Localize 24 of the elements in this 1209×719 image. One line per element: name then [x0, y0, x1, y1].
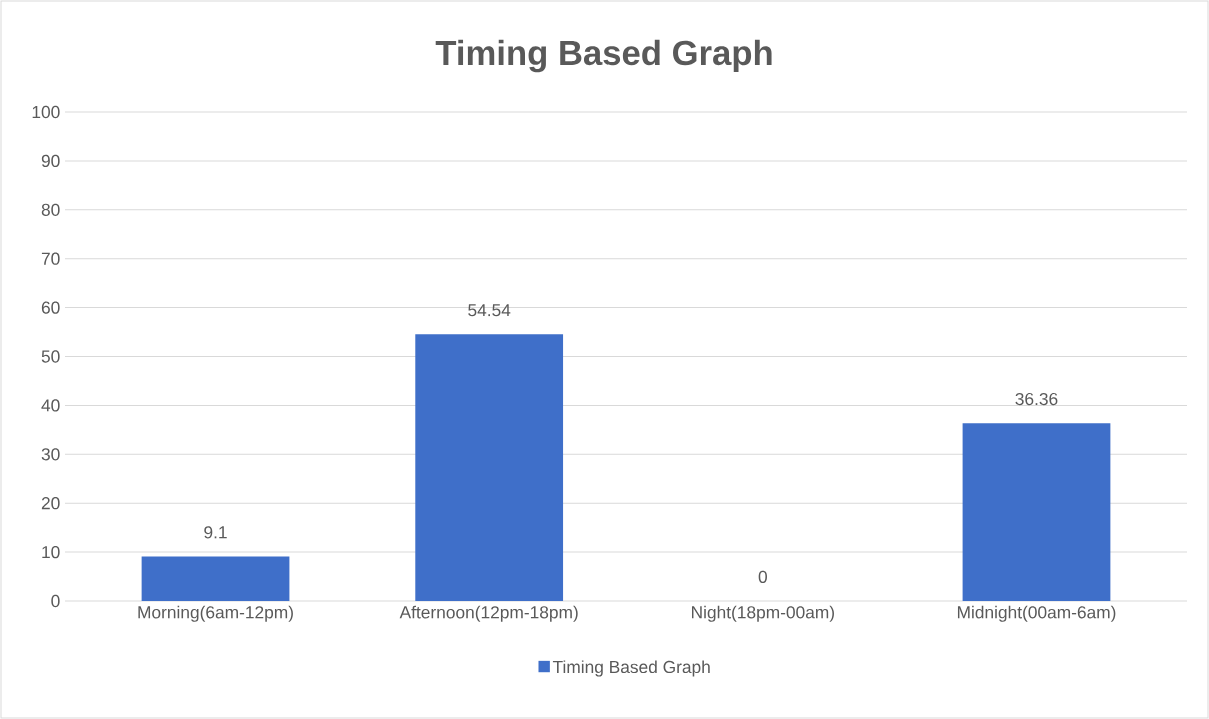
x-tick-label: Midnight(00am-6am): [957, 605, 1116, 622]
y-tick-label: 90: [41, 154, 60, 168]
x-tick-label: Night(18pm-00am): [692, 605, 834, 622]
data-label: 9.1: [204, 526, 227, 539]
y-tick-label: 70: [41, 252, 60, 265]
y-tick-label: 0: [51, 594, 60, 608]
y-tick-label: 50: [41, 350, 60, 363]
legend-label: Timing Based Graph: [552, 660, 710, 677]
bar: [141, 556, 290, 601]
y-tick-label: 100: [32, 105, 60, 119]
y-tick-label: 80: [41, 203, 60, 216]
chart-title: Timing Based Graph: [435, 39, 772, 73]
y-tick-label: 60: [41, 301, 60, 314]
data-label: 0: [758, 570, 767, 583]
x-tick-label: Afternoon(12pm-18pm): [399, 605, 578, 622]
data-label: 36.36: [1015, 392, 1058, 406]
y-tick-label: 40: [41, 399, 60, 412]
y-tick-label: 30: [41, 448, 60, 461]
bar: [962, 423, 1111, 601]
y-tick-label: 10: [42, 545, 60, 559]
x-tick-label: Morning(6am-12pm): [138, 605, 293, 622]
bar: [415, 334, 564, 601]
y-tick-label: 20: [41, 497, 60, 510]
data-label: 54.54: [468, 304, 511, 317]
